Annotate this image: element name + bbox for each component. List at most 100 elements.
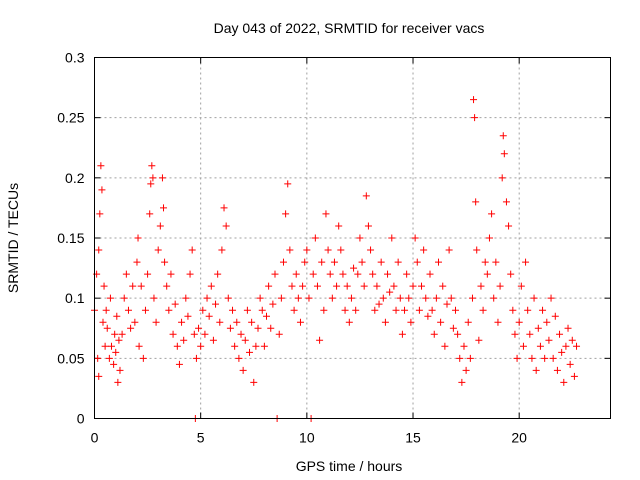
data-point (263, 312, 270, 320)
data-point (311, 234, 319, 242)
data-point (205, 312, 213, 320)
data-point (265, 282, 273, 290)
data-point (432, 294, 440, 302)
data-point (102, 306, 110, 314)
x-tick-label: 0 (91, 430, 99, 446)
data-point (386, 288, 394, 296)
data-point (269, 300, 277, 308)
data-point (115, 336, 123, 344)
data-point (470, 96, 478, 104)
data-point (560, 378, 568, 386)
data-point (394, 258, 402, 266)
data-point (328, 294, 336, 302)
data-point (324, 246, 332, 254)
data-point (110, 360, 118, 368)
data-point (180, 336, 188, 344)
data-point (254, 324, 262, 332)
data-point (112, 348, 120, 356)
data-point (466, 354, 474, 362)
data-point (139, 354, 147, 362)
data-point (405, 294, 413, 302)
data-point (513, 354, 521, 362)
x-tick-label: 20 (511, 430, 527, 446)
data-point (199, 306, 207, 314)
data-point (203, 294, 211, 302)
data-point (144, 270, 152, 278)
plot-frame (94, 57, 611, 419)
data-point (505, 222, 513, 230)
data-point (178, 318, 186, 326)
data-point (396, 294, 404, 302)
data-point (507, 270, 515, 278)
data-point (313, 282, 321, 290)
data-point (362, 192, 370, 200)
y-tick-label: 0.3 (65, 50, 85, 66)
data-point (483, 270, 491, 278)
data-point (377, 258, 385, 266)
data-point (333, 282, 341, 290)
data-point (279, 258, 287, 266)
data-point (356, 234, 364, 242)
data-point (517, 282, 525, 290)
data-point (150, 294, 158, 302)
y-tick-label: 0.05 (57, 350, 84, 366)
data-point (99, 318, 107, 326)
data-point (392, 306, 400, 314)
x-tick-label: 10 (299, 430, 315, 446)
data-point (248, 318, 256, 326)
x-axis-label: GPS time / hours (296, 458, 403, 474)
data-point (267, 324, 275, 332)
data-point (473, 246, 481, 254)
data-point (239, 366, 247, 374)
data-point (422, 294, 430, 302)
data-point (288, 282, 296, 290)
data-point (294, 294, 302, 302)
data-point (420, 246, 428, 254)
data-point (284, 180, 292, 188)
data-point (464, 318, 472, 326)
data-point (418, 282, 426, 290)
x-tick-label: 15 (405, 430, 421, 446)
data-point (220, 204, 228, 212)
data-point (384, 270, 392, 278)
data-point (528, 354, 536, 362)
data-point (105, 354, 113, 362)
data-point (426, 270, 434, 278)
data-point (460, 342, 468, 350)
data-point (454, 330, 462, 338)
data-point (530, 294, 538, 302)
data-point (101, 342, 109, 350)
data-point (120, 294, 128, 302)
data-point (515, 318, 523, 326)
data-point (488, 210, 496, 218)
data-point (320, 306, 328, 314)
data-point (568, 336, 576, 344)
data-point (437, 318, 445, 326)
data-point (277, 294, 285, 302)
data-point (441, 342, 449, 350)
data-point (472, 198, 480, 206)
data-point (502, 198, 510, 206)
data-point (326, 270, 334, 278)
data-point (292, 270, 300, 278)
data-point (214, 270, 222, 278)
data-point (229, 306, 237, 314)
data-point (184, 312, 192, 320)
data-point (553, 366, 561, 374)
data-point (367, 246, 375, 254)
data-point (339, 270, 347, 278)
data-point (462, 366, 470, 374)
data-point (539, 306, 547, 314)
x-tick-label: 5 (197, 430, 205, 446)
data-point (451, 306, 459, 314)
data-point (175, 360, 183, 368)
data-point (532, 366, 540, 374)
data-point (122, 270, 130, 278)
data-point (498, 174, 506, 182)
data-point (541, 354, 549, 362)
data-point (524, 306, 532, 314)
data-point (494, 318, 502, 326)
data-point (216, 318, 224, 326)
data-point (318, 258, 326, 266)
data-point (354, 270, 362, 278)
